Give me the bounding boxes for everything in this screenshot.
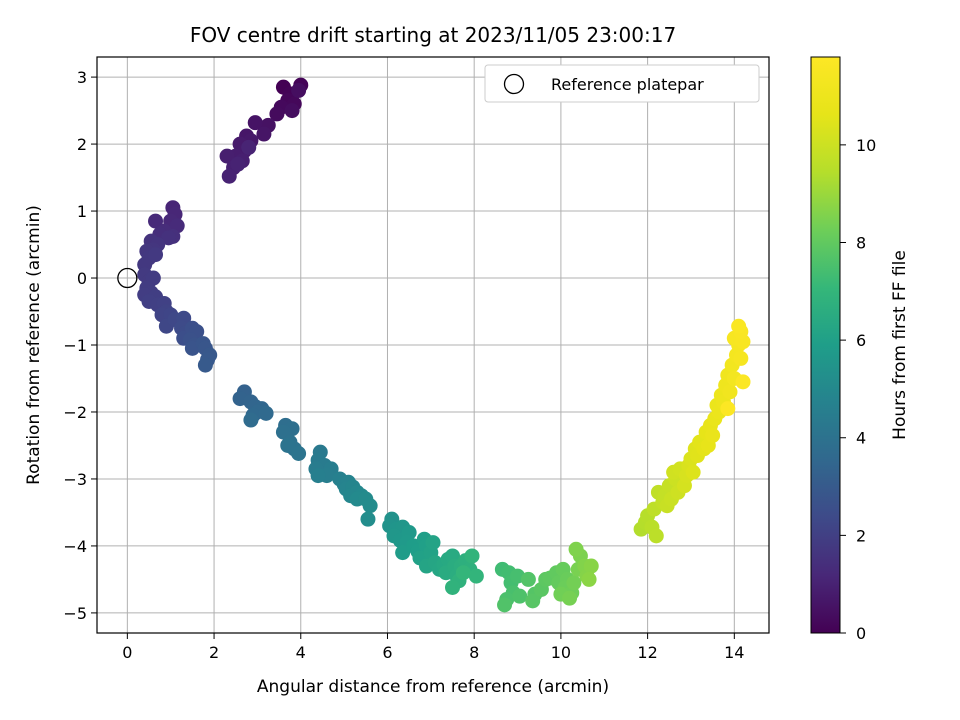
y-tick-label: −2	[63, 403, 87, 422]
x-tick-label: 8	[469, 643, 479, 662]
data-point	[219, 148, 235, 164]
reference-marker	[117, 267, 138, 289]
x-tick-label: 4	[296, 643, 306, 662]
data-point	[247, 115, 263, 131]
data-point	[685, 464, 701, 480]
x-tick-label: 14	[724, 643, 744, 662]
colorbar-tick-label: 6	[856, 331, 866, 350]
data-points	[137, 77, 751, 613]
colorbar-tick-label: 0	[856, 624, 866, 643]
data-point	[221, 168, 237, 184]
data-point	[581, 571, 597, 587]
data-point	[291, 446, 307, 462]
data-point	[395, 545, 411, 561]
data-point	[520, 571, 536, 587]
reference-point	[117, 267, 138, 289]
data-point	[468, 568, 484, 584]
colorbar-tick-label: 8	[856, 233, 866, 252]
data-point	[243, 412, 259, 428]
y-axis-ticks: −5 −4 −3 −2 −1 0 1 2 3	[63, 68, 97, 623]
data-point	[280, 437, 296, 453]
data-point	[241, 139, 257, 155]
colorbar-label: Hours from first FF file	[890, 250, 910, 440]
data-point	[230, 156, 246, 172]
data-point	[161, 230, 177, 246]
legend-box	[484, 64, 760, 103]
x-tick-label: 2	[209, 643, 219, 662]
data-point	[256, 126, 272, 142]
data-point	[455, 565, 471, 581]
x-tick-label: 10	[551, 643, 571, 662]
colorbar: 0 2 4 6 8 10 Hours from first FF file	[810, 56, 910, 643]
legend-entry: Reference platepar	[551, 75, 704, 94]
data-point	[148, 247, 164, 263]
data-point	[722, 384, 738, 400]
data-point	[525, 593, 541, 609]
chart-title: FOV centre drift starting at 2023/11/05 …	[190, 23, 676, 47]
y-tick-label: 3	[77, 68, 87, 87]
x-tick-label: 0	[122, 643, 132, 662]
data-point	[148, 213, 164, 229]
y-tick-label: −1	[63, 336, 87, 355]
data-point	[464, 548, 480, 564]
data-point	[512, 588, 528, 604]
data-point	[731, 318, 747, 334]
x-tick-label: 6	[382, 643, 392, 662]
data-point	[258, 405, 274, 421]
data-point	[284, 103, 300, 119]
y-tick-label: 2	[77, 135, 87, 154]
x-axis-label: Angular distance from reference (arcmin)	[257, 677, 609, 697]
data-point	[497, 597, 513, 613]
y-tick-label: −4	[63, 537, 87, 556]
data-point	[648, 528, 664, 544]
data-point	[291, 82, 307, 98]
data-point	[566, 575, 582, 591]
data-point	[360, 511, 376, 527]
data-point	[269, 106, 285, 122]
x-axis-ticks: 0 2 4 6 8 10 12 14	[122, 633, 744, 662]
data-point	[735, 374, 751, 390]
colorbar-tick-label: 10	[856, 136, 876, 155]
colorbar-ticks: 0 2 4 6 8 10	[840, 136, 876, 643]
data-point	[705, 427, 721, 443]
y-tick-label: −5	[63, 604, 87, 623]
data-point	[583, 558, 599, 574]
legend: Reference platepar	[484, 64, 760, 103]
data-point	[562, 590, 578, 606]
data-point	[197, 357, 213, 373]
legend-marker	[503, 73, 525, 95]
y-tick-label: 0	[77, 269, 87, 288]
data-point	[425, 535, 441, 551]
colorbar-tick-label: 4	[856, 429, 866, 448]
data-point	[733, 350, 749, 366]
y-axis-label: Rotation from reference (arcmin)	[24, 205, 44, 485]
y-tick-label: 1	[77, 202, 87, 221]
data-point	[445, 579, 461, 595]
grid-lines	[97, 57, 769, 633]
colorbar-tick-label: 2	[856, 526, 866, 545]
data-point	[720, 401, 736, 417]
data-point	[310, 468, 326, 484]
x-tick-label: 12	[637, 643, 657, 662]
colorbar-gradient	[810, 56, 841, 634]
data-point	[362, 498, 378, 514]
y-tick-label: −3	[63, 470, 87, 489]
data-point	[568, 541, 584, 557]
